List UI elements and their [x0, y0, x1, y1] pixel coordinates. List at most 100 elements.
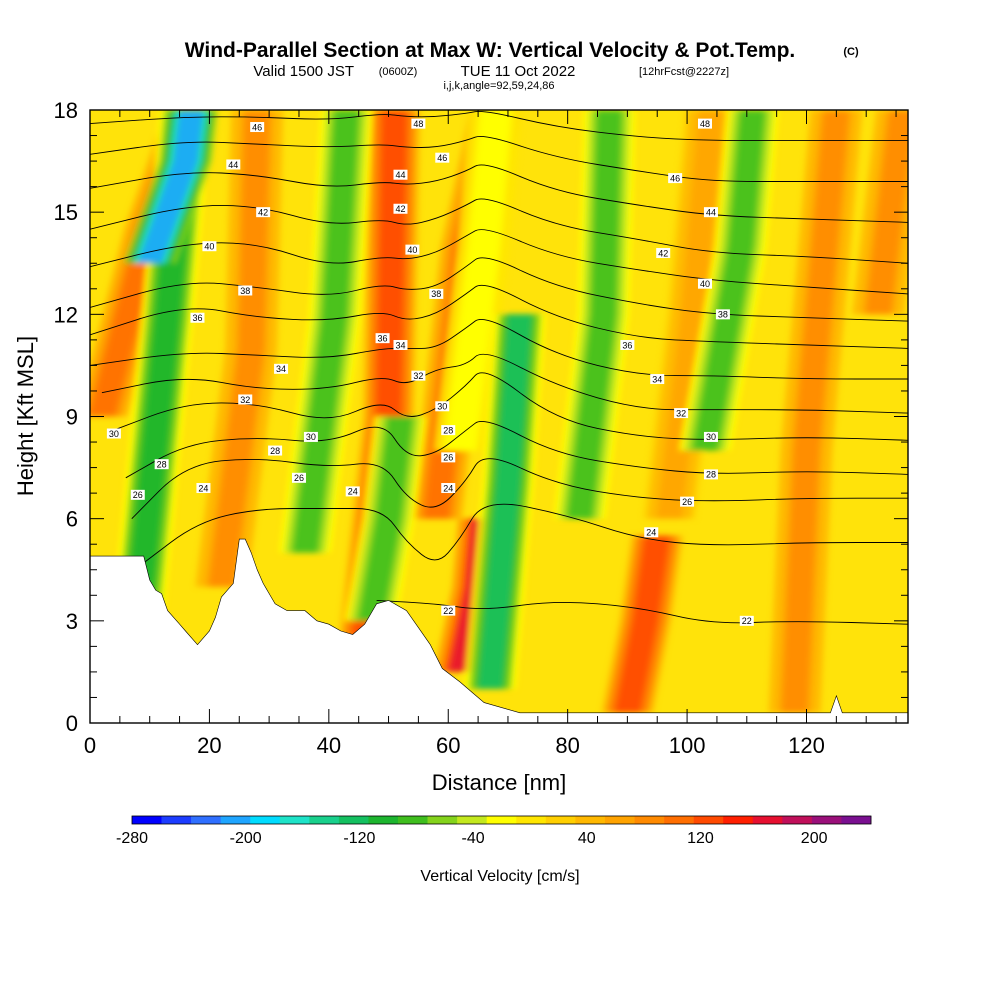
contour-label: 48: [697, 118, 712, 129]
contour-label-text: 48: [700, 119, 710, 129]
contour-label-text: 40: [700, 279, 710, 289]
contour-label-text: 36: [192, 313, 202, 323]
colorbar-swatch: [752, 816, 783, 824]
contour-label: 42: [256, 207, 271, 218]
contour-label: 26: [680, 496, 695, 507]
contour-label: 22: [739, 615, 754, 626]
contour-label: 36: [620, 339, 635, 350]
colorbar-swatch: [486, 816, 517, 824]
colorbar-swatch: [309, 816, 340, 824]
contour-label-text: 32: [240, 395, 250, 405]
colorbar-swatch: [723, 816, 754, 824]
x-tick-label: 80: [555, 733, 579, 758]
contour-label-bg: [256, 207, 271, 218]
contour-label-text: 26: [682, 497, 692, 507]
x-tick-label: 40: [317, 733, 341, 758]
isentrope-36: [90, 284, 908, 349]
contour-label-bg: [106, 428, 121, 439]
contour-label-bg: [674, 408, 689, 419]
contour-label: 32: [411, 370, 426, 381]
contour-label: 28: [441, 425, 456, 435]
subtitle-forecast: [12hrFcst@2227z]: [639, 66, 729, 78]
contour-label: 32: [674, 408, 689, 419]
contour-label-bg: [441, 452, 456, 463]
isentrope-42: [90, 198, 908, 264]
colorbar-swatch: [279, 816, 310, 824]
x-axis: 0 20 40 60 80 100 120: [84, 110, 897, 758]
updraft-band-8-layer-1: [866, 110, 908, 315]
contour-label: 42: [656, 248, 671, 258]
contour-label: 34: [274, 363, 289, 374]
contour-label-bg: [393, 169, 408, 180]
contour-label: 40: [405, 244, 420, 255]
colorbar-swatch: [841, 816, 872, 824]
contour-label: 38: [238, 285, 253, 296]
contour-label-text: 40: [407, 245, 417, 255]
y-tick-label: 12: [54, 302, 78, 327]
contour-label-text: 34: [395, 340, 405, 350]
contour-label-bg: [435, 152, 450, 163]
contour-label-text: 28: [157, 459, 167, 469]
isentrope-40: [90, 229, 908, 295]
contour-label-text: 36: [622, 340, 632, 350]
contour-label-bg: [697, 278, 712, 289]
colorbar-tick-label: 120: [687, 830, 714, 847]
colorbar-swatch: [782, 816, 813, 824]
y-tick-label: 9: [66, 405, 78, 430]
contour-label-text: 32: [413, 371, 423, 381]
colorbar-tick-label: -120: [343, 830, 375, 847]
updraft-band-2-layer-1: [352, 110, 407, 638]
contour-label: 44: [226, 159, 241, 170]
contour-label-text: 46: [670, 173, 680, 183]
contour-label-bg: [274, 363, 289, 374]
contour-label-bg: [303, 431, 318, 442]
chart-index-line: i,j,k,angle=92,59,24,86: [443, 80, 554, 92]
contour-label-bg: [345, 486, 360, 497]
colorbar-swatch: [191, 816, 221, 824]
contour-label-text: 46: [252, 122, 262, 132]
colorbar-swatch: [664, 816, 694, 824]
contour-label-bg: [393, 203, 408, 214]
x-tick-label: 0: [84, 733, 96, 758]
contour-label: 26: [130, 489, 145, 500]
colorbar-swatch: [338, 816, 369, 824]
colorbar-swatch: [427, 816, 458, 824]
isentrope-44: [90, 164, 908, 223]
contour-label-text: 42: [258, 207, 268, 217]
contour-label-text: 28: [270, 446, 280, 456]
contour-label-bg: [226, 159, 241, 170]
contour-label: 48: [411, 118, 426, 129]
colorbar-swatch: [161, 816, 192, 824]
y-tick-label: 0: [66, 711, 78, 736]
contour-label: 46: [435, 152, 450, 163]
contour-label-text: 28: [443, 425, 453, 435]
contour-label: 26: [291, 472, 306, 483]
colorbar-swatch: [604, 816, 635, 824]
x-axis-label: Distance [nm]: [432, 770, 567, 795]
contour-label-text: 30: [109, 429, 119, 439]
contour-label: 34: [393, 339, 408, 350]
contour-label: 38: [715, 309, 730, 320]
contour-label-text: 44: [706, 207, 716, 217]
contour-label: 40: [202, 241, 217, 252]
contour-label: 24: [345, 486, 360, 497]
contour-label-bg: [405, 244, 420, 255]
downdraft-band-1-layer-1: [137, 110, 204, 264]
colorbar-tick-label: -280: [116, 830, 148, 847]
contour-label-bg: [375, 333, 390, 344]
y-tick-label: 3: [66, 609, 78, 634]
contour-label-text: 30: [437, 402, 447, 412]
isentrope-24: [143, 503, 908, 564]
x-tick-label: 20: [197, 733, 221, 758]
contour-label-bg: [697, 118, 712, 129]
contour-label-bg: [238, 285, 253, 296]
contour-label: 30: [435, 401, 450, 412]
contour-label-bg: [703, 207, 718, 218]
contour-label-text: 34: [652, 374, 662, 384]
downdraft-band-7-layer-1: [693, 110, 765, 451]
contour-label-text: 22: [742, 616, 752, 626]
updraft-band-5-layer-1: [615, 535, 670, 713]
contour-label: 40: [697, 278, 712, 289]
colorbar-tick-label: -40: [462, 830, 485, 847]
